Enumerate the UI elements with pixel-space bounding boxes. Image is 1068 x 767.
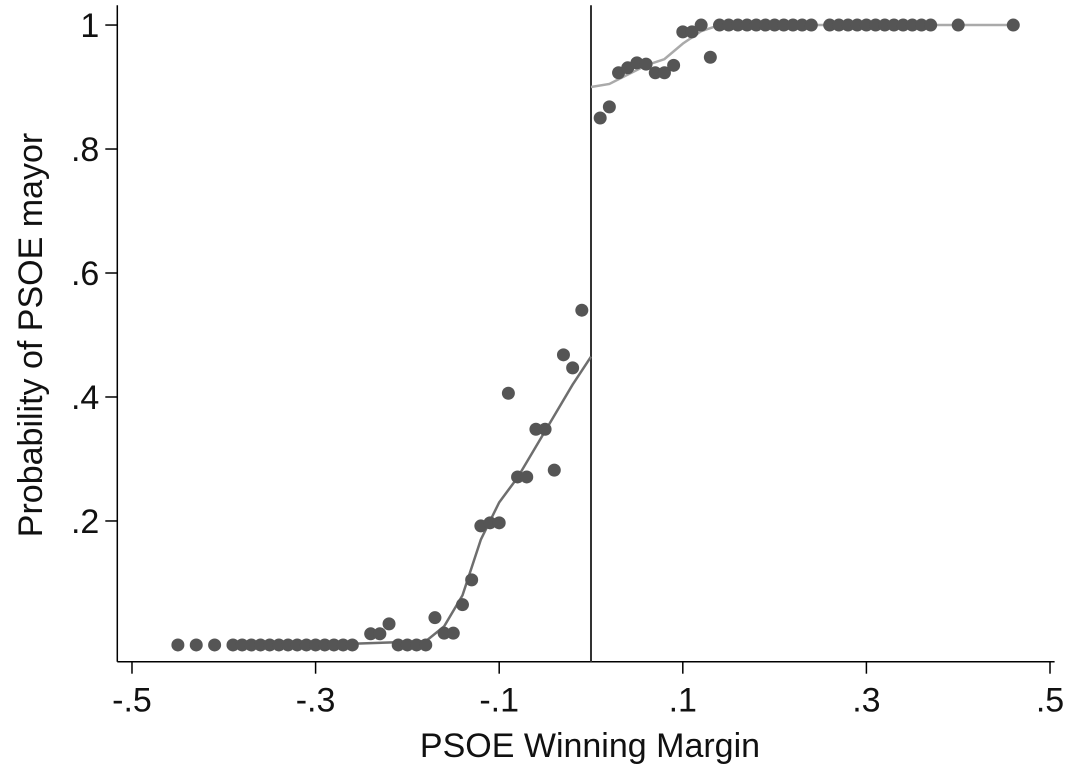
y-tick-label: .8 [71, 131, 99, 169]
y-tick-label: .6 [71, 255, 99, 293]
point [189, 638, 203, 652]
point [602, 100, 616, 114]
point [777, 18, 791, 32]
point [437, 626, 451, 640]
point [566, 361, 580, 375]
point [483, 516, 497, 530]
point [446, 626, 460, 640]
point [171, 638, 185, 652]
point [685, 25, 699, 39]
point [749, 18, 763, 32]
point [529, 422, 543, 436]
point [832, 18, 846, 32]
point [657, 66, 671, 80]
point [786, 18, 800, 32]
point [538, 422, 552, 436]
point [465, 573, 479, 587]
point [336, 638, 350, 652]
point [859, 18, 873, 32]
point [290, 638, 304, 652]
point [410, 638, 424, 652]
x-tick-label: -.1 [479, 682, 519, 720]
point [694, 18, 708, 32]
point [850, 18, 864, 32]
fit-line [352, 356, 593, 645]
point [382, 617, 396, 631]
point [676, 25, 690, 39]
point [547, 463, 561, 477]
point [244, 638, 258, 652]
point [428, 611, 442, 625]
point [878, 18, 892, 32]
y-tick-label: .2 [71, 503, 99, 541]
x-tick-label: .3 [852, 682, 880, 720]
point [400, 638, 414, 652]
point [639, 57, 653, 71]
point [951, 18, 965, 32]
point [501, 386, 515, 400]
point [272, 638, 286, 652]
point [254, 638, 268, 652]
point [593, 111, 607, 125]
point [1006, 18, 1020, 32]
point [795, 18, 809, 32]
point [924, 18, 938, 32]
point [667, 58, 681, 72]
y-tick-label: 1 [80, 7, 99, 45]
point [575, 303, 589, 317]
point [648, 66, 662, 80]
point [869, 18, 883, 32]
point [309, 638, 323, 652]
point [345, 638, 359, 652]
x-tick-label: -.5 [112, 682, 152, 720]
point [804, 18, 818, 32]
point [263, 638, 277, 652]
x-tick-label: -.3 [296, 682, 336, 720]
point [511, 470, 525, 484]
point [391, 638, 405, 652]
point [713, 18, 727, 32]
point [281, 638, 295, 652]
point [492, 516, 506, 530]
point [208, 638, 222, 652]
point [887, 18, 901, 32]
point [722, 18, 736, 32]
point [905, 18, 919, 32]
point [299, 638, 313, 652]
y-axis-title: Probability of PSOE mayor [12, 133, 50, 537]
point [318, 638, 332, 652]
x-axis-title: PSOE Winning Margin [420, 727, 760, 765]
point [914, 18, 928, 32]
point [758, 18, 772, 32]
point [364, 627, 378, 641]
point [520, 470, 534, 484]
point [841, 18, 855, 32]
y-tick-label: .4 [71, 379, 99, 417]
point [768, 18, 782, 32]
point [327, 638, 341, 652]
x-tick-label: .5 [1036, 682, 1064, 720]
point [896, 18, 910, 32]
point [373, 627, 387, 641]
point [703, 50, 717, 64]
point [419, 638, 433, 652]
point [556, 348, 570, 362]
point [235, 638, 249, 652]
x-tick-label: .1 [669, 682, 697, 720]
point [740, 18, 754, 32]
point [731, 18, 745, 32]
point [455, 598, 469, 612]
point [823, 18, 837, 32]
point [226, 638, 240, 652]
